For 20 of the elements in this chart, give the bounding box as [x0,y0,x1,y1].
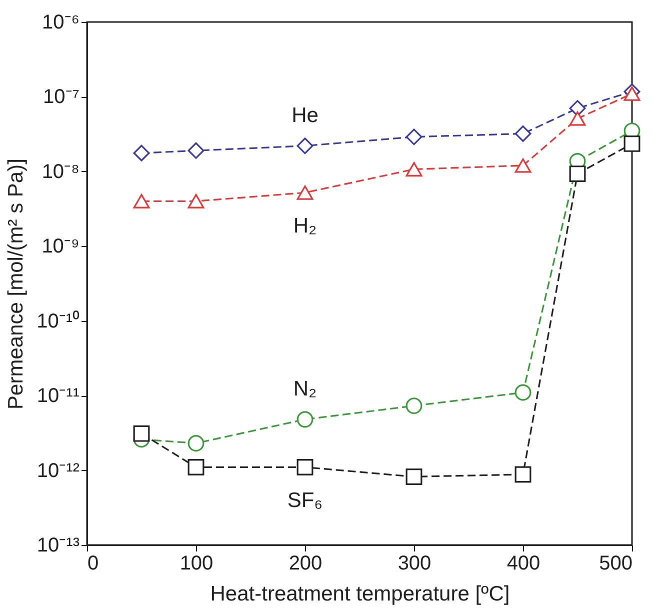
y-tick-label: 10⁻⁷ [43,86,80,108]
series-label: SF₆ [287,489,323,512]
series-label: H₂ [293,214,317,238]
series-label: N₂ [293,377,317,400]
series-label: He [292,104,318,127]
x-tick-label: 300 [398,552,432,574]
y-axis-title: Permeance [mol/(m² s Pa)] [4,158,28,410]
y-tick-label: 10⁻⁶ [42,12,80,34]
x-tick-label: 200 [288,552,322,574]
x-tick-label: 400 [506,552,540,574]
y-tick-label: 10⁻¹³ [36,534,80,556]
x-axis-title: Heat-treatment temperature [ºC] [210,582,510,606]
x-tick-label: 500 [599,552,632,574]
x-tick-label: 0 [88,552,99,574]
y-tick-label: 10⁻¹¹ [36,385,80,408]
y-tick-label: 10⁻⁹ [42,236,80,258]
x-tick-label: 100 [180,552,214,574]
y-tick-label: 10⁻⁸ [42,160,80,183]
y-tick-label: 10⁻¹² [36,460,80,482]
y-tick-label: 10⁻¹⁰ [36,309,80,332]
